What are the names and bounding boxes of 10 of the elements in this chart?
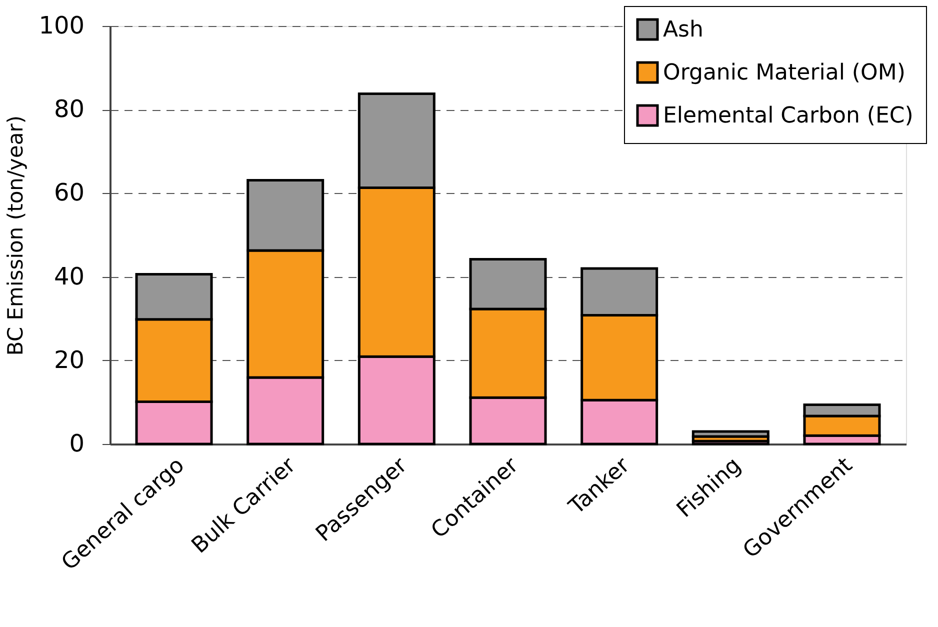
y-tick-label: 40 (54, 262, 84, 290)
y-tick-label: 20 (54, 346, 84, 374)
y-tick-label: 80 (54, 95, 84, 124)
legend-label: Ash (663, 18, 704, 42)
legend-label: Organic Material (OM) (663, 60, 906, 86)
legend-label: Elemental Carbon (EC) (663, 104, 914, 128)
y-tick-label: 60 (54, 178, 84, 207)
y-axis-title: BC Emission (ton/year) (4, 115, 28, 356)
y-tick-label: 0 (69, 430, 84, 458)
y-tick-label: 100 (38, 12, 84, 40)
